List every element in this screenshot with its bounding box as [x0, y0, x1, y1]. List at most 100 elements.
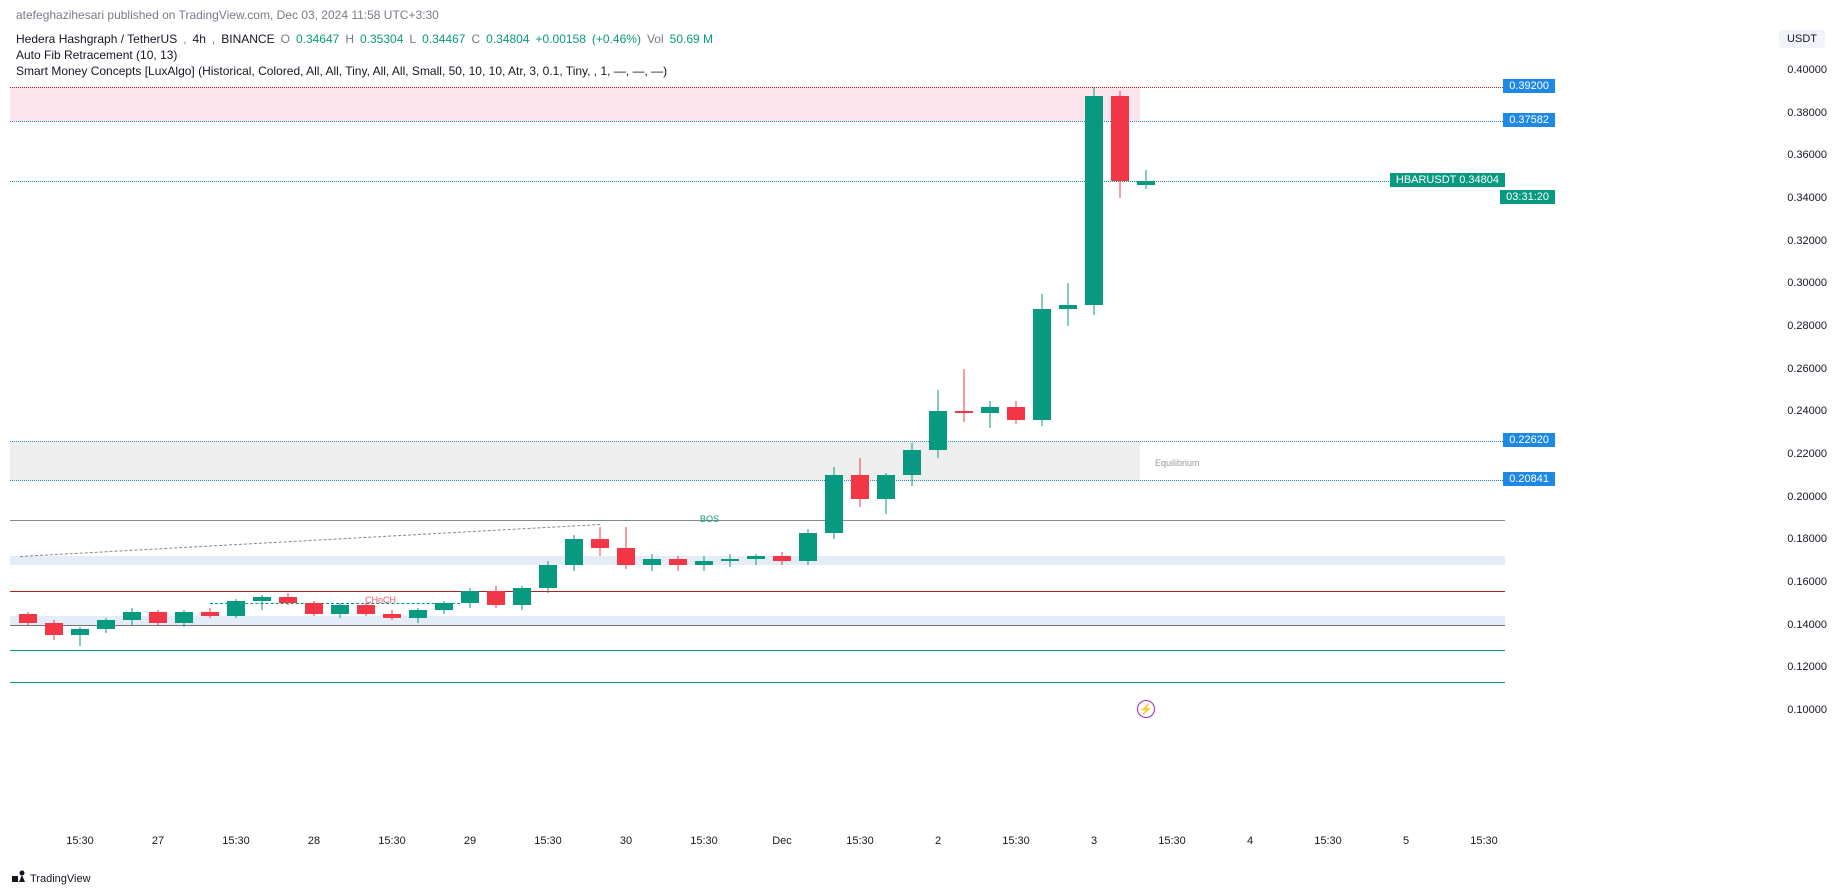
candle[interactable] — [1137, 70, 1155, 710]
change: +0.00158 — [536, 32, 586, 46]
choch-label: CHoCH — [365, 595, 396, 605]
x-tick: 15:30 — [846, 835, 874, 847]
y-tick: 0.12000 — [1775, 661, 1827, 673]
candle[interactable] — [383, 70, 401, 710]
candle[interactable] — [877, 70, 895, 710]
publish-text: atefeghazihesari published on TradingVie… — [16, 8, 439, 22]
candle[interactable] — [97, 70, 115, 710]
y-tick: 0.24000 — [1775, 405, 1827, 417]
candle[interactable] — [799, 70, 817, 710]
candle[interactable] — [955, 70, 973, 710]
price-label: 0.22620 — [1503, 433, 1555, 447]
candle[interactable] — [825, 70, 843, 710]
x-tick: 27 — [152, 835, 164, 847]
y-tick: 0.16000 — [1775, 576, 1827, 588]
candle[interactable] — [435, 70, 453, 710]
x-tick: 28 — [308, 835, 320, 847]
interval[interactable]: 4h — [193, 32, 206, 46]
candle[interactable] — [851, 70, 869, 710]
candle[interactable] — [1033, 70, 1051, 710]
candle[interactable] — [903, 70, 921, 710]
ohlc-low: 0.34467 — [422, 32, 465, 46]
x-tick: 2 — [935, 835, 941, 847]
x-tick: 4 — [1247, 835, 1253, 847]
candle[interactable] — [149, 70, 167, 710]
candle[interactable] — [1111, 70, 1129, 710]
candle[interactable] — [357, 70, 375, 710]
candle[interactable] — [773, 70, 791, 710]
exchange[interactable]: BINANCE — [221, 32, 274, 46]
x-tick: 15:30 — [534, 835, 562, 847]
candle[interactable] — [1059, 70, 1077, 710]
publish-header: atefeghazihesari published on TradingVie… — [0, 0, 1835, 30]
candle[interactable] — [695, 70, 713, 710]
x-tick: 15:30 — [378, 835, 406, 847]
candle[interactable] — [721, 70, 739, 710]
price-label: HBARUSDT 0.34804 — [1390, 173, 1505, 187]
candle[interactable] — [331, 70, 349, 710]
candle[interactable] — [175, 70, 193, 710]
y-tick: 0.22000 — [1775, 448, 1827, 460]
candle[interactable] — [45, 70, 63, 710]
candle[interactable] — [253, 70, 271, 710]
candle[interactable] — [669, 70, 687, 710]
x-tick: 15:30 — [222, 835, 250, 847]
x-tick: 15:30 — [1158, 835, 1186, 847]
chart-canvas[interactable]: Equilibrium BOS CHoCH — [10, 70, 1505, 710]
y-tick: 0.20000 — [1775, 491, 1827, 503]
price-label: 0.37582 — [1503, 113, 1555, 127]
candle[interactable] — [591, 70, 609, 710]
candle[interactable] — [409, 70, 427, 710]
candle[interactable] — [539, 70, 557, 710]
price-label: 03:31:20 — [1500, 190, 1555, 204]
candle[interactable] — [981, 70, 999, 710]
x-tick: 5 — [1403, 835, 1409, 847]
y-axis[interactable]: 0.400000.380000.360000.340000.320000.300… — [1775, 70, 1835, 710]
bos-label: BOS — [700, 514, 719, 524]
x-tick: Dec — [772, 835, 792, 847]
candle[interactable] — [643, 70, 661, 710]
price-label: 0.39200 — [1503, 79, 1555, 93]
ohlc-open: 0.34647 — [296, 32, 339, 46]
candle[interactable] — [123, 70, 141, 710]
y-tick: 0.28000 — [1775, 320, 1827, 332]
candle[interactable] — [279, 70, 297, 710]
price-label: 0.20841 — [1503, 472, 1555, 486]
candle[interactable] — [201, 70, 219, 710]
candle[interactable] — [71, 70, 89, 710]
y-tick: 0.30000 — [1775, 277, 1827, 289]
candle[interactable] — [929, 70, 947, 710]
x-tick: 15:30 — [1470, 835, 1498, 847]
change-pct: (+0.46%) — [592, 32, 641, 46]
candle[interactable] — [487, 70, 505, 710]
candle[interactable] — [19, 70, 37, 710]
candle[interactable] — [1007, 70, 1025, 710]
candle[interactable] — [747, 70, 765, 710]
y-tick: 0.18000 — [1775, 533, 1827, 545]
candle[interactable] — [461, 70, 479, 710]
candle[interactable] — [565, 70, 583, 710]
footer-text: TradingView — [30, 873, 91, 885]
indicator-fib[interactable]: Auto Fib Retracement (10, 13) — [16, 48, 177, 62]
footer: TradingView — [12, 870, 91, 887]
y-tick: 0.40000 — [1775, 64, 1827, 76]
x-tick: 15:30 — [1002, 835, 1030, 847]
candle[interactable] — [227, 70, 245, 710]
x-axis[interactable]: 15:302715:302815:302915:303015:30Dec15:3… — [10, 835, 1505, 855]
lightning-icon[interactable]: ⚡ — [1137, 700, 1155, 718]
y-tick: 0.10000 — [1775, 704, 1827, 716]
x-tick: 3 — [1091, 835, 1097, 847]
candle[interactable] — [305, 70, 323, 710]
candle[interactable] — [513, 70, 531, 710]
currency-badge: USDT — [1779, 30, 1825, 48]
symbol-pair[interactable]: Hedera Hashgraph / TetherUS — [16, 32, 177, 46]
equilibrium-label: Equilibrium — [1155, 458, 1200, 468]
candle[interactable] — [617, 70, 635, 710]
candle[interactable] — [1085, 70, 1103, 710]
symbol-row: Hedera Hashgraph / TetherUS , 4h , BINAN… — [16, 32, 713, 46]
volume: 50.69 M — [670, 32, 713, 46]
ohlc-close: 0.34804 — [486, 32, 529, 46]
ohlc-high: 0.35304 — [360, 32, 403, 46]
x-tick: 15:30 — [66, 835, 94, 847]
x-tick: 30 — [620, 835, 632, 847]
